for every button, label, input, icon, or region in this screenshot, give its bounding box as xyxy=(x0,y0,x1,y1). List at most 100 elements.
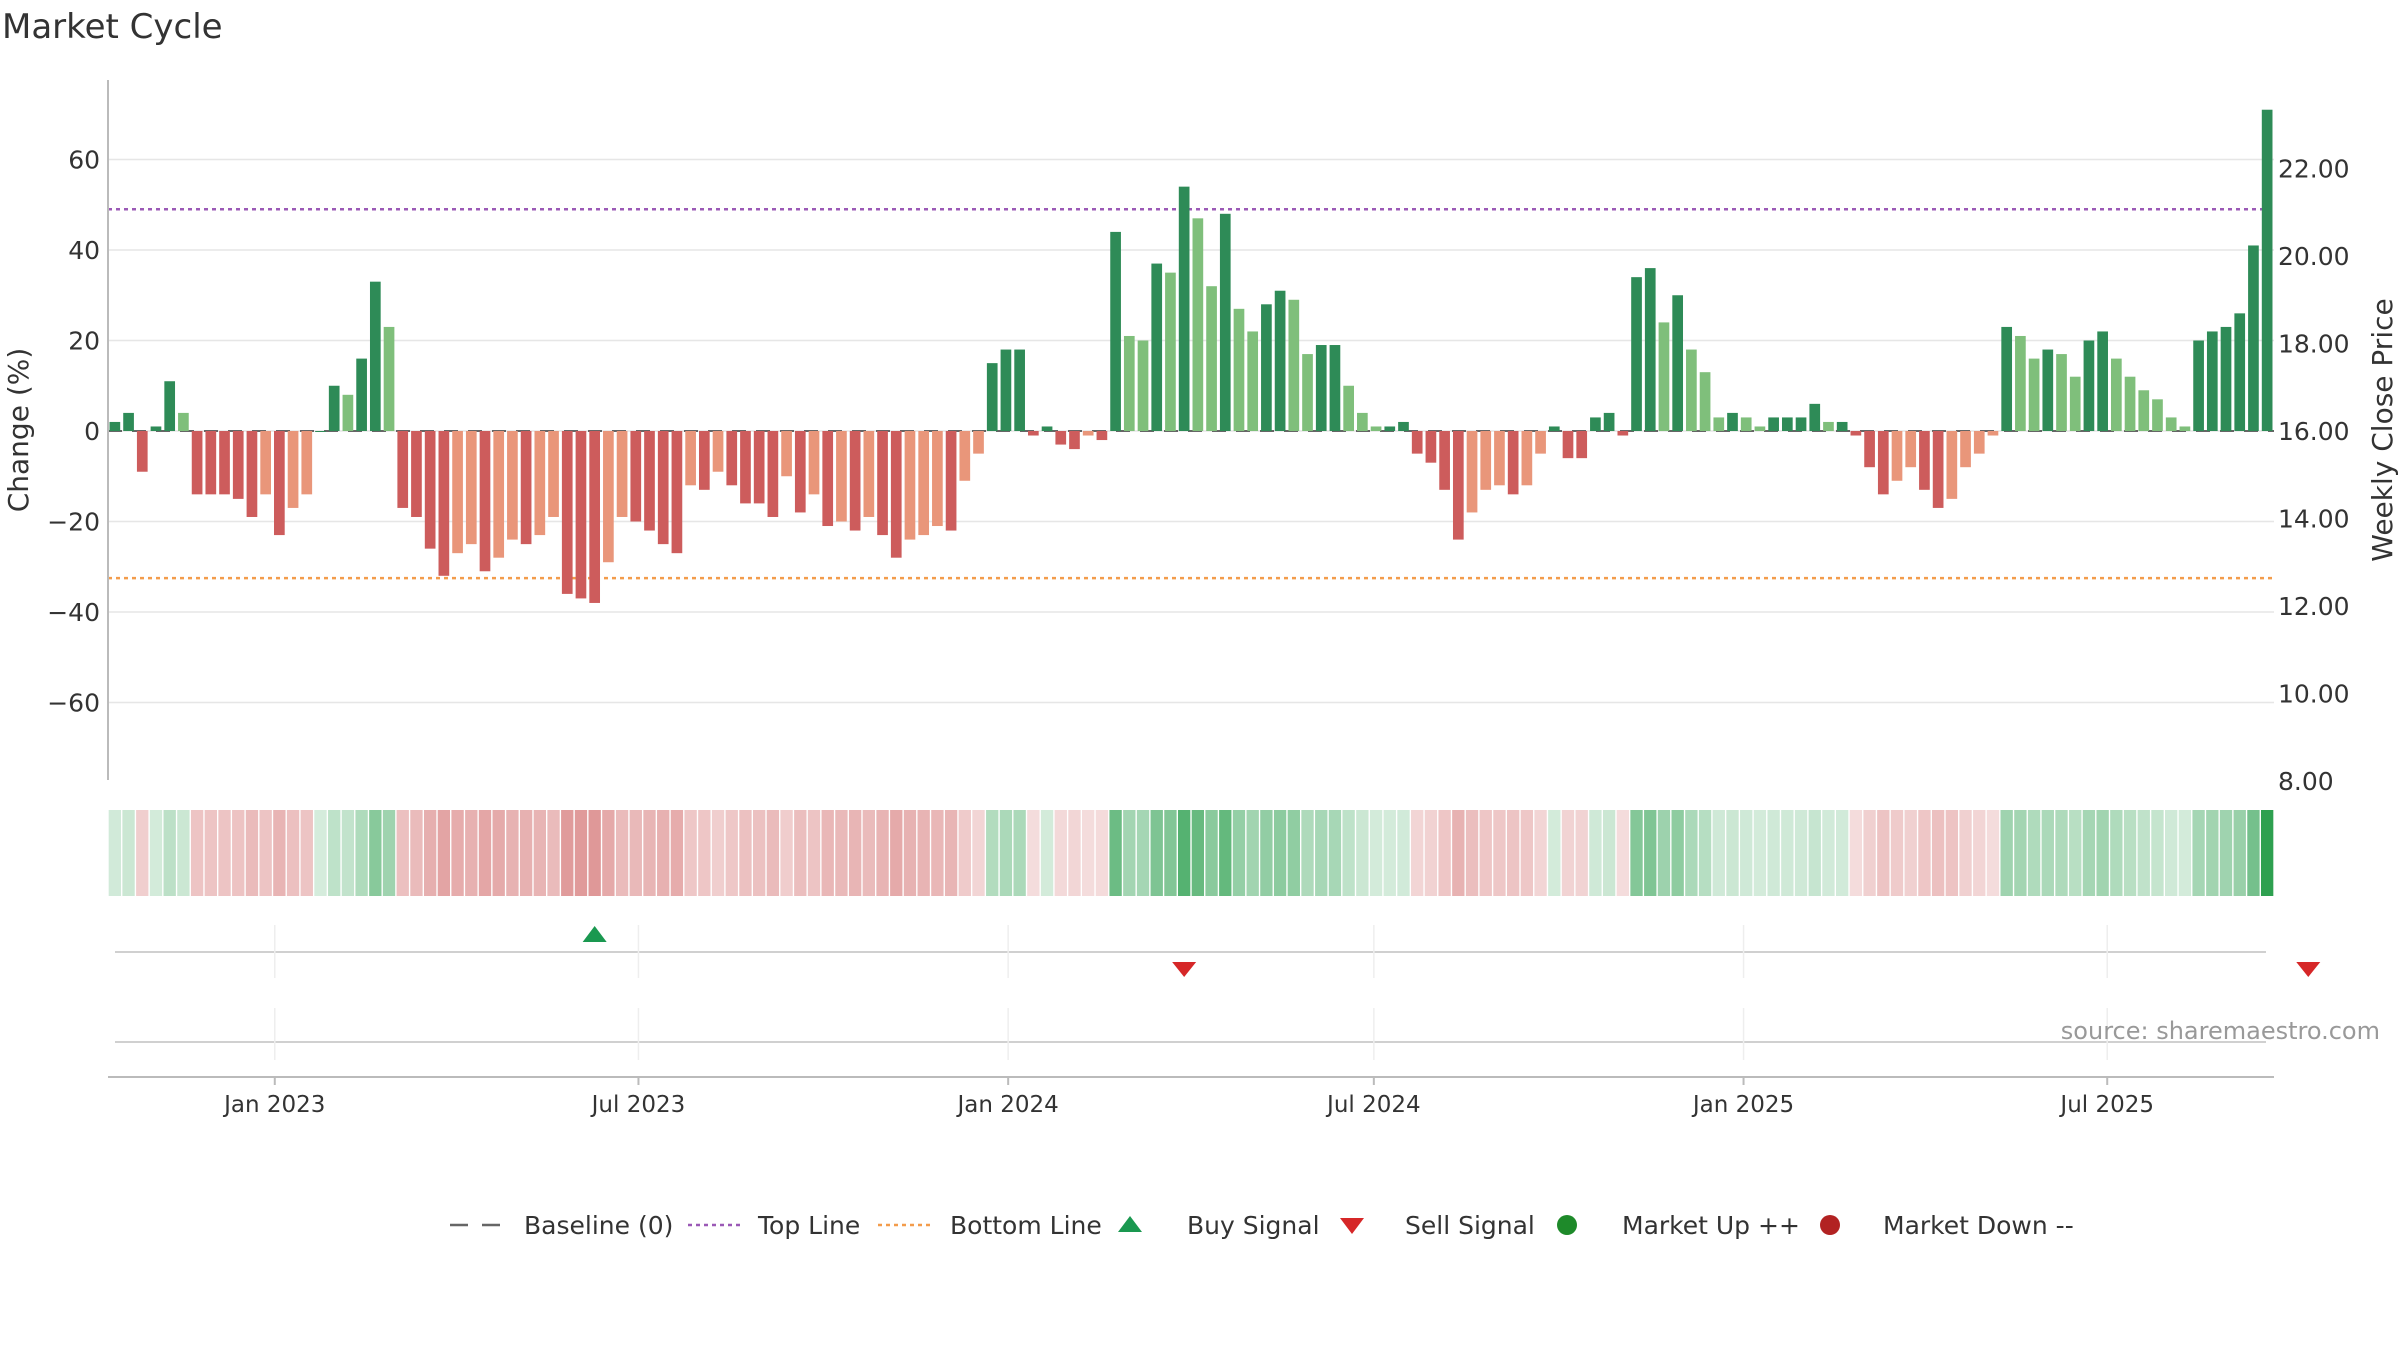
heat-cell xyxy=(1506,810,1520,896)
heat-cell xyxy=(1328,810,1342,896)
heat-cell xyxy=(2027,810,2041,896)
legend-item: Baseline (0) xyxy=(450,1211,673,1240)
legend-item: Bottom Line xyxy=(878,1211,1102,1240)
heat-cell xyxy=(478,810,492,896)
heat-cell xyxy=(506,810,519,896)
heat-cell xyxy=(876,810,889,896)
heat-cell xyxy=(519,810,533,896)
bar xyxy=(603,431,614,563)
heat-cell xyxy=(972,810,985,896)
y-axis-label: Change (%) xyxy=(2,348,35,513)
buy-signal-marker xyxy=(582,926,607,942)
bar xyxy=(2015,335,2026,431)
bar xyxy=(1247,331,1259,431)
bar xyxy=(2179,426,2191,431)
bar xyxy=(1178,186,1190,431)
heat-cell xyxy=(753,810,766,896)
bar xyxy=(424,431,436,549)
bar xyxy=(1864,431,1875,468)
y2-tick-label: 20.00 xyxy=(2278,242,2350,271)
bar xyxy=(740,431,751,504)
heat-cell xyxy=(1301,810,1314,896)
heat-cell xyxy=(958,810,971,896)
heat-cell xyxy=(1424,810,1438,896)
heat-cell xyxy=(2247,810,2260,896)
y2-tick-label: 12.00 xyxy=(2278,592,2350,621)
y2-tick-label: 22.00 xyxy=(2278,155,2350,184)
heat-cell xyxy=(1918,810,1931,896)
legend-label: Top Line xyxy=(757,1211,860,1240)
bar xyxy=(534,431,546,536)
heat-cell xyxy=(1644,810,1657,896)
heat-cell xyxy=(1753,810,1767,896)
heat-cell xyxy=(2082,810,2096,896)
bar xyxy=(904,431,916,540)
legend-sell-icon xyxy=(1340,1218,1364,1234)
heat-cell xyxy=(1740,810,1753,896)
heat-cell xyxy=(1438,810,1451,896)
heat-cell xyxy=(492,810,505,896)
bar xyxy=(973,431,984,454)
heat-cell xyxy=(766,810,780,896)
x-tick-label: Jan 2023 xyxy=(222,1092,325,1118)
y-tick-label: 40 xyxy=(68,236,100,265)
sell-signal-marker xyxy=(1172,962,1197,977)
bar xyxy=(2111,358,2122,431)
heat-cell xyxy=(1685,810,1698,896)
x-tick-label: Jan 2024 xyxy=(955,1092,1058,1118)
bar xyxy=(1452,431,1464,540)
heat-cell xyxy=(1822,810,1835,896)
heat-cell xyxy=(1616,810,1629,896)
bar xyxy=(1014,349,1025,431)
heat-cell xyxy=(917,810,930,896)
heat-cell xyxy=(382,810,396,896)
heat-cell xyxy=(1493,810,1506,896)
heat-cell xyxy=(547,810,560,896)
heat-cell xyxy=(1602,810,1616,896)
y-tick-label: −20 xyxy=(47,508,100,537)
source-text: source: sharemaestro.com xyxy=(2061,1017,2380,1045)
bar xyxy=(1329,345,1341,431)
heat-cell xyxy=(944,810,958,896)
bar xyxy=(575,431,587,599)
heat-cell xyxy=(574,810,588,896)
bar xyxy=(932,431,943,527)
legend-item: Market Down -- xyxy=(1820,1211,2074,1240)
bar xyxy=(808,431,820,495)
bar xyxy=(1096,431,1108,441)
bar xyxy=(863,431,875,517)
chart-title: Market Cycle xyxy=(2,7,223,47)
heat-cell xyxy=(1054,810,1067,896)
bar xyxy=(232,431,244,499)
x-tick-label: Jan 2025 xyxy=(1691,1092,1794,1118)
heat-cell xyxy=(259,810,272,896)
bar xyxy=(342,394,354,431)
bar xyxy=(301,431,313,495)
bar xyxy=(2234,313,2246,431)
heat-strip xyxy=(108,810,2274,896)
legend-item: Top Line xyxy=(688,1211,860,1240)
bar xyxy=(479,431,491,572)
heat-cell xyxy=(190,810,204,896)
bar xyxy=(1233,308,1245,431)
bar xyxy=(657,431,669,545)
bar xyxy=(2261,109,2273,431)
heat-cell xyxy=(1123,810,1136,896)
bar xyxy=(1261,304,1272,431)
heat-cell xyxy=(177,810,190,896)
bar xyxy=(1041,426,1053,431)
heat-cell xyxy=(2233,810,2246,896)
heat-cell xyxy=(739,810,752,896)
bar xyxy=(986,363,998,432)
bar xyxy=(438,431,450,576)
x-tick-label: Jul 2023 xyxy=(590,1092,686,1118)
bar xyxy=(315,431,326,432)
heat-cell xyxy=(2041,810,2054,896)
heat-cell xyxy=(821,810,834,896)
legend-label: Bottom Line xyxy=(950,1211,1102,1240)
heat-cell xyxy=(1287,810,1300,896)
bar xyxy=(698,431,710,490)
bar xyxy=(1069,431,1080,450)
bar xyxy=(274,431,285,536)
